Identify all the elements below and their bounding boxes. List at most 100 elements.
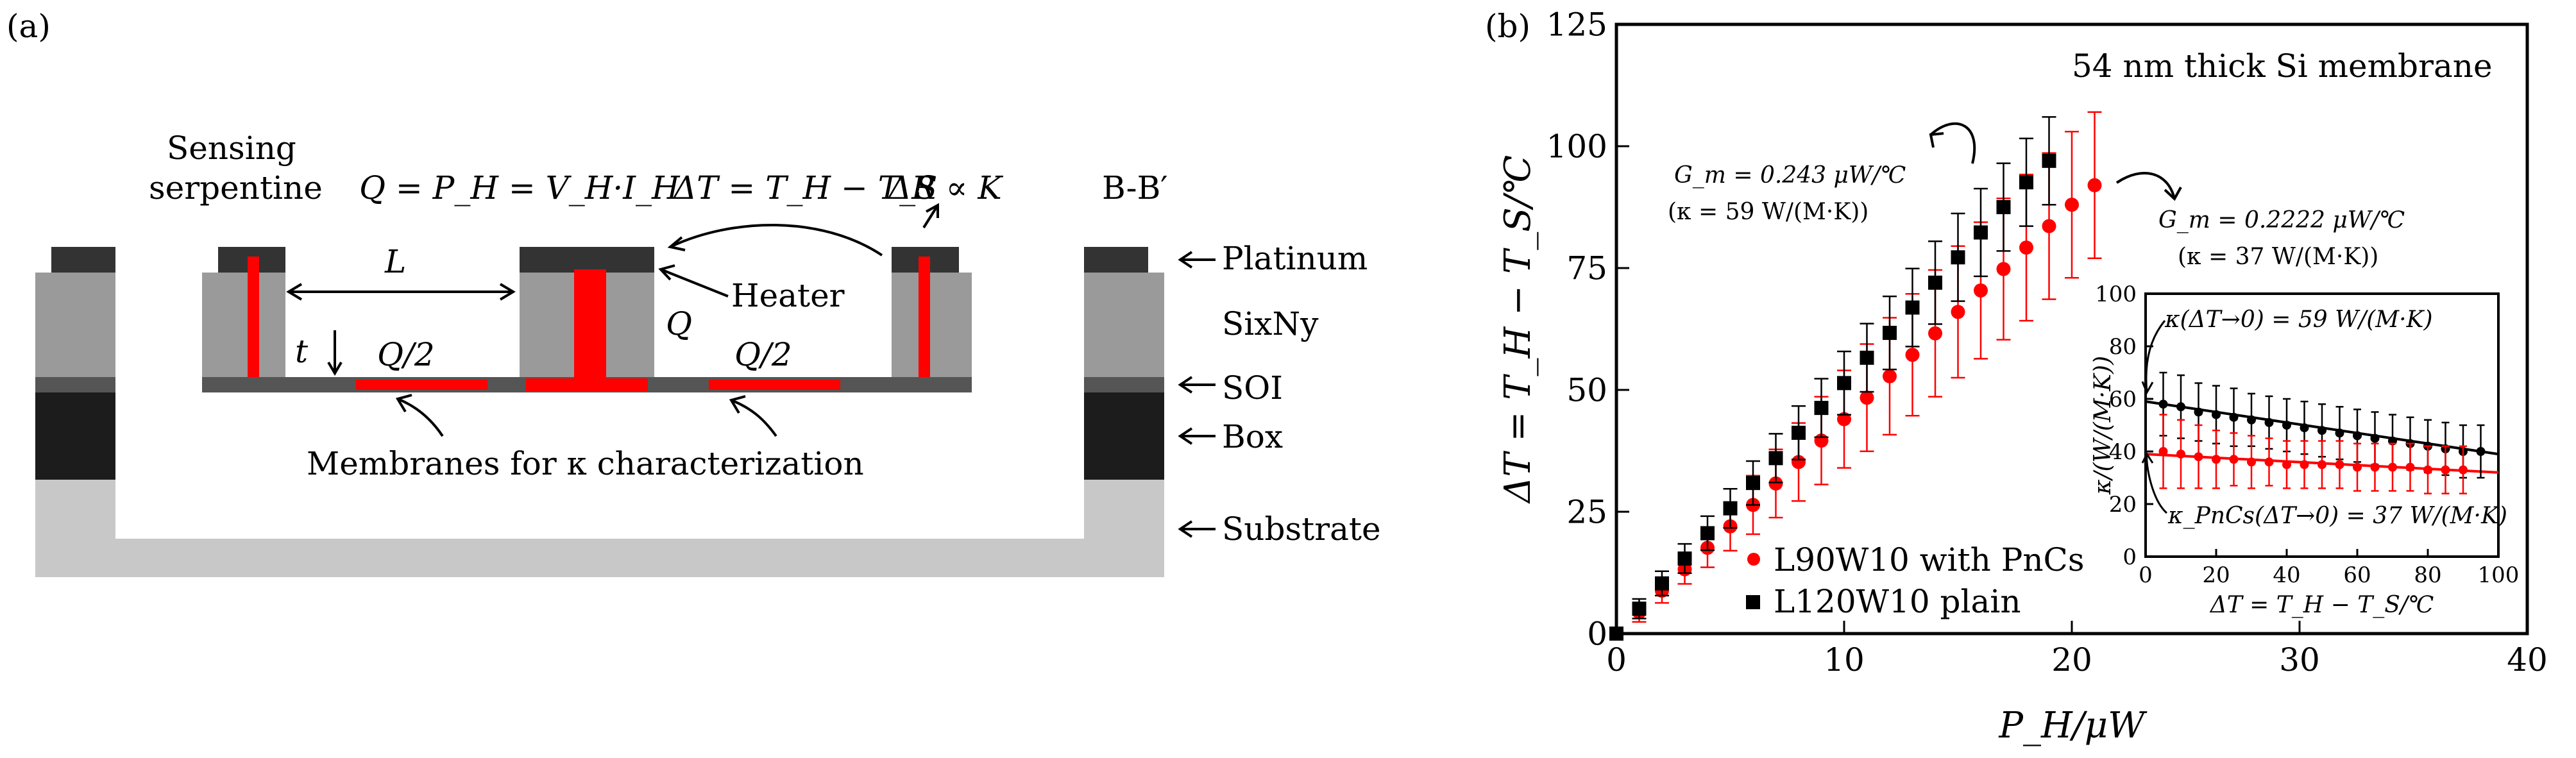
layer-platinum: Platinum bbox=[1222, 240, 1368, 277]
inset-plot: 0 20 40 60 80 100 0 20 40 60 80 100 κ(ΔT→0) = 59 W/… bbox=[2090, 282, 2519, 618]
data-point-circle bbox=[2212, 410, 2221, 419]
inset-x-axis-title: ΔT = T_H − T_S/℃ bbox=[2209, 592, 2434, 618]
data-point-circle bbox=[2335, 428, 2344, 438]
y-tick-label-1: 25 bbox=[1566, 494, 1607, 531]
heater-arrow bbox=[660, 268, 729, 298]
data-point-square bbox=[1905, 300, 1920, 315]
y-tick-label-1: 20 bbox=[2109, 492, 2137, 518]
inset-y-axis-title: κ/(W/(M·K)) bbox=[2090, 356, 2116, 495]
annotation-pncs-line1: G_m = 0.2222 μW/℃ bbox=[2158, 207, 2405, 233]
half-q-left: Q/2 bbox=[377, 336, 435, 373]
x-tick-label-0: 0 bbox=[1606, 641, 1627, 678]
box-layer-left bbox=[35, 392, 115, 480]
data-point-circle bbox=[2441, 465, 2450, 475]
layer-soi: SOI bbox=[1222, 369, 1283, 407]
data-point-circle bbox=[2158, 400, 2168, 409]
data-point-circle bbox=[1974, 283, 1988, 298]
data-point-square bbox=[1609, 627, 1623, 641]
sin-block-sensing-right bbox=[892, 273, 972, 377]
data-point-circle bbox=[2264, 457, 2274, 467]
main-series-layer bbox=[1609, 111, 2102, 641]
panel-b-label: (b) bbox=[1485, 8, 1530, 45]
box-layer-right bbox=[1084, 392, 1164, 480]
inset-axis-ticks: 0 20 40 60 80 100 0 20 40 60 80 100 bbox=[2095, 282, 2519, 588]
data-point-circle bbox=[2388, 462, 2397, 472]
data-point-circle bbox=[2300, 423, 2309, 433]
x-tick-label-1: 20 bbox=[2202, 562, 2230, 588]
data-point-circle bbox=[2176, 402, 2185, 412]
data-point-circle bbox=[2318, 426, 2326, 435]
y-tick-label-2: 50 bbox=[1566, 372, 1607, 409]
data-point-circle bbox=[1905, 348, 1920, 362]
annotation-plain-line2: (κ = 59 W/(M·K)) bbox=[1668, 199, 1868, 225]
data-point-circle bbox=[2370, 434, 2380, 443]
data-point-square bbox=[1700, 526, 1715, 541]
y-tick-label-4: 80 bbox=[2109, 334, 2137, 360]
sensing-serpentine-right bbox=[919, 257, 930, 377]
half-q-right: Q/2 bbox=[734, 336, 792, 373]
layer-box: Box bbox=[1222, 418, 1283, 455]
data-point-circle bbox=[1883, 369, 1897, 383]
data-point-circle bbox=[2300, 460, 2309, 469]
data-point-circle bbox=[2370, 462, 2380, 472]
data-point-circle bbox=[2282, 460, 2291, 469]
membrane-arrow-left bbox=[397, 398, 444, 437]
data-point-circle bbox=[2087, 178, 2102, 192]
data-point-circle bbox=[2212, 455, 2221, 464]
data-point-square bbox=[1860, 350, 1874, 365]
data-point-square bbox=[1951, 250, 1965, 265]
soi-layer-left bbox=[35, 377, 115, 392]
panel-a-label: (a) bbox=[6, 8, 51, 45]
data-point-circle bbox=[2476, 447, 2486, 456]
data-point-circle bbox=[2042, 219, 2056, 233]
annotation-arrows bbox=[1929, 122, 2182, 201]
schematic-arrows bbox=[286, 203, 1216, 538]
x-tick-label-0: 0 bbox=[2139, 562, 2153, 588]
data-point-circle bbox=[2353, 462, 2362, 472]
heat-flow-arrow bbox=[670, 223, 883, 257]
heater-metal bbox=[574, 269, 606, 378]
serpentine-label: serpentine bbox=[149, 169, 323, 206]
x-axis-title: P_H/μW bbox=[1998, 705, 2148, 746]
platinum-right bbox=[1084, 247, 1148, 273]
cavity bbox=[115, 480, 1084, 539]
data-point-square bbox=[1883, 326, 1897, 341]
data-point-circle bbox=[1837, 412, 1851, 426]
platinum-left bbox=[51, 247, 115, 273]
data-point-square bbox=[1746, 476, 1760, 491]
x-tick-label-1: 10 bbox=[1824, 641, 1865, 678]
y-tick-label-0: 0 bbox=[2123, 544, 2137, 570]
membrane-kappa-right bbox=[709, 380, 840, 390]
sensing-label: Sensing bbox=[167, 130, 296, 167]
x-tick-label-5: 100 bbox=[2478, 562, 2520, 588]
data-point-circle bbox=[2459, 465, 2468, 475]
sin-layer-left bbox=[35, 273, 115, 377]
data-point-square bbox=[2042, 153, 2056, 168]
soi-layer-right bbox=[1084, 377, 1164, 392]
x-tick-label-2: 20 bbox=[2051, 641, 2092, 678]
data-point-circle bbox=[2353, 431, 2362, 441]
data-point-circle bbox=[2229, 412, 2239, 422]
main-axis-ticks: 0 10 20 30 40 0 25 50 75 100 125 bbox=[1546, 6, 2548, 679]
resistance-arrow bbox=[922, 204, 939, 229]
y-tick-label-5: 125 bbox=[1546, 6, 1607, 44]
annotation-arrow-plain bbox=[1929, 122, 1976, 164]
data-point-square bbox=[1928, 275, 1942, 290]
data-point-circle bbox=[1928, 326, 1942, 341]
delta-t-equation: ΔT = T_H − T_S bbox=[672, 169, 937, 206]
x-tick-label-2: 40 bbox=[2273, 562, 2300, 588]
annotation-arrow-pncs bbox=[2115, 172, 2176, 199]
inset-series-layer bbox=[2145, 371, 2499, 494]
annotation-plain-line1: G_m = 0.243 μW/℃ bbox=[1674, 162, 1906, 189]
data-point-circle bbox=[2176, 450, 2185, 459]
data-point-circle bbox=[2019, 240, 2033, 255]
y-tick-label-3: 75 bbox=[1566, 250, 1607, 287]
data-point-circle bbox=[2194, 452, 2203, 462]
data-point-square bbox=[1974, 225, 1988, 240]
legend-marker-plain bbox=[1746, 595, 1760, 609]
data-point-circle bbox=[2405, 462, 2415, 472]
heat-label: Q bbox=[666, 305, 692, 342]
inset-annotation-pncs: κ_PnCs(ΔT→0) = 37 W/(M·K) bbox=[2167, 503, 2507, 529]
data-point-square bbox=[1677, 551, 1692, 566]
